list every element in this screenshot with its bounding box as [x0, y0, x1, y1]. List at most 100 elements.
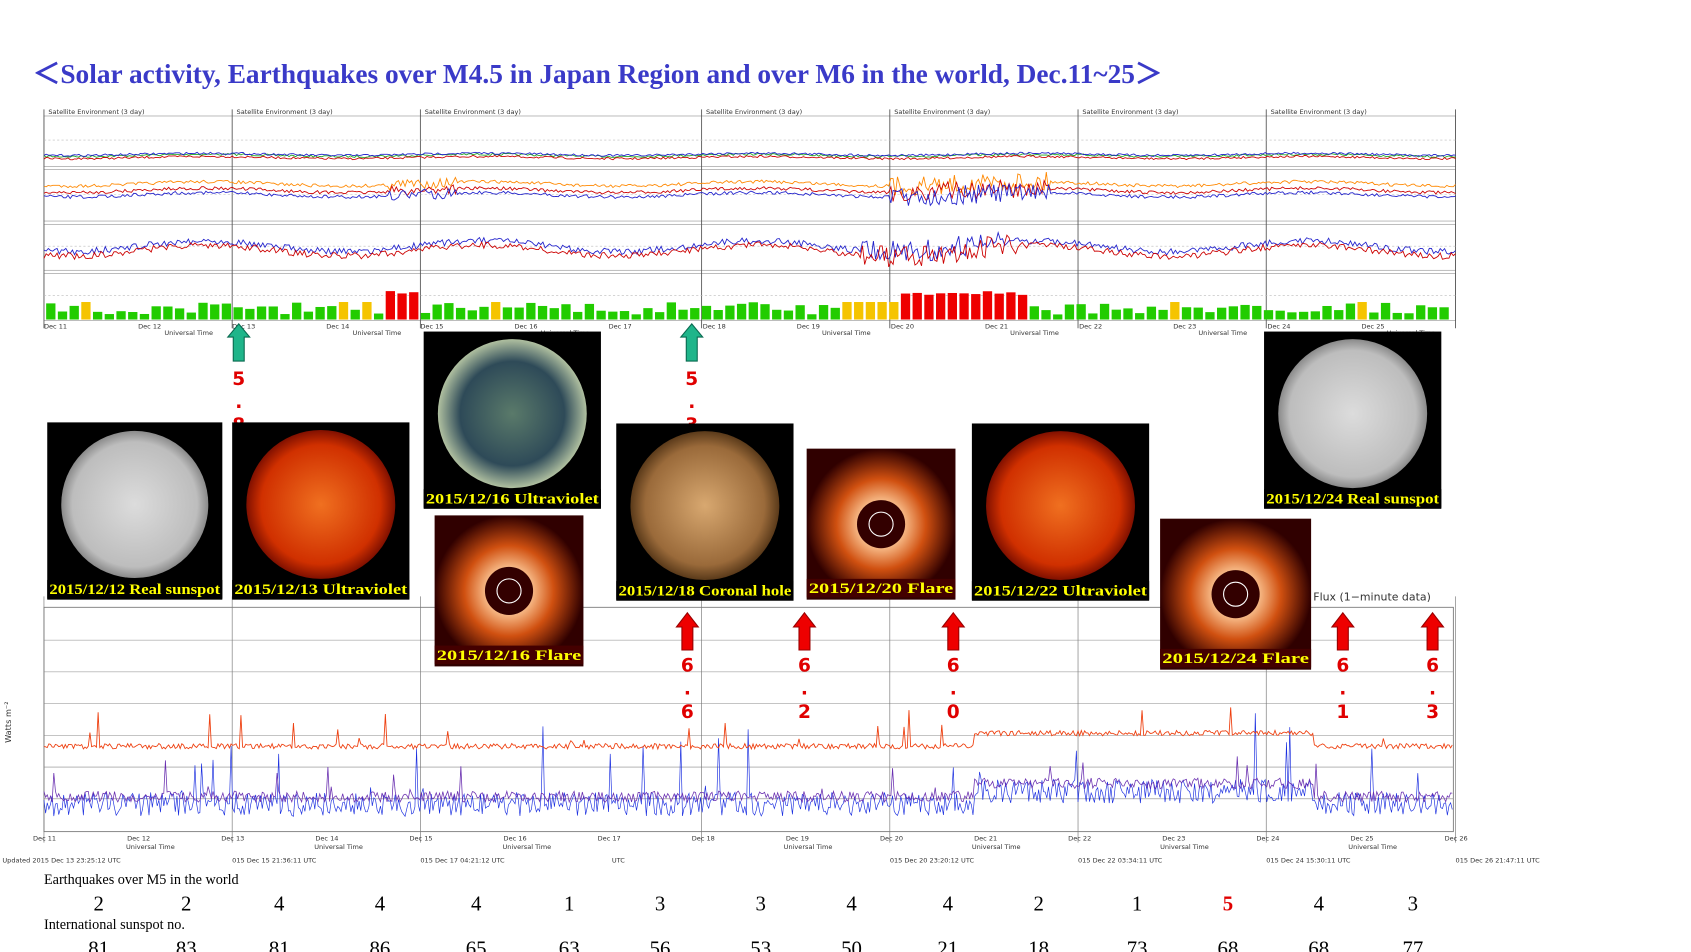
x-tick-label: Dec 13: [232, 322, 255, 330]
kp-bar: [912, 292, 922, 320]
kp-bar: [865, 302, 876, 320]
sun-disk: [246, 429, 396, 579]
kp-bar: [420, 312, 431, 320]
kp-bar: [643, 308, 653, 320]
plot-frame: [43, 169, 1456, 222]
arrow: [679, 323, 704, 362]
kp-bar: [338, 302, 349, 320]
photo: 2015/12/24 Real sunspot: [1264, 331, 1442, 509]
kp-bar: [432, 304, 442, 320]
kp-bar: [245, 308, 255, 320]
table-value: 86: [370, 937, 391, 952]
panel-title: Satellite Environment (3 day): [894, 108, 990, 116]
sun-disk: [1278, 339, 1428, 489]
photo: 2015/12/16 Flare: [434, 515, 584, 667]
kp-bar: [1380, 302, 1391, 320]
kp-bar: [373, 313, 384, 320]
kp-bar: [128, 312, 138, 320]
photo-caption: 2015/12/16 Flare: [437, 648, 582, 664]
page-title: ＜Solar activity, Earthquakes over M4.5 i…: [33, 59, 1162, 89]
kp-bar: [830, 307, 840, 320]
kp-bar: [385, 291, 395, 320]
panel-title: Satellite Environment (3 day): [48, 108, 144, 116]
kp-bar: [1158, 309, 1168, 320]
kp-bar: [889, 302, 899, 320]
x-tick-label: Dec 21: [985, 322, 1008, 330]
plot-texture: [43, 154, 1456, 161]
photo: 2015/12/20 Flare: [806, 448, 956, 600]
kp-bar: [631, 314, 641, 320]
plot-frame: [43, 223, 1456, 271]
axis-label: Universal Time: [502, 843, 551, 851]
photo: 2015/12/22 Ultraviolet: [971, 423, 1150, 601]
table-value: 50: [841, 937, 862, 952]
table-value: 21: [937, 937, 958, 952]
kp-bar: [713, 310, 723, 320]
update-time: 015 Dec 17 04:21:12 UTC: [420, 856, 505, 864]
kp-bar: [748, 302, 758, 320]
kp-bar: [1369, 312, 1379, 320]
kp-bar: [268, 306, 278, 320]
kp-bar: [1170, 302, 1180, 320]
sun-outline: [868, 511, 894, 537]
kp-bar: [1322, 305, 1332, 320]
kp-bar: [104, 314, 114, 320]
update-time: 015 Dec 15 21:36:11 UTC: [232, 856, 317, 864]
kp-bar: [1041, 310, 1051, 320]
table-value: 65: [466, 937, 487, 952]
axis-label: Universal Time: [972, 843, 1021, 851]
sun-outline: [1223, 581, 1249, 607]
panel-title: Satellite Environment (3 day): [1271, 108, 1367, 116]
kp-bar: [1006, 292, 1016, 320]
caption-background: [616, 581, 794, 600]
photo-caption: 2015/12/20 Flare: [809, 581, 954, 597]
kp-bar: [163, 306, 173, 320]
kp-bar: [1064, 304, 1075, 320]
kp-bar: [1357, 302, 1367, 320]
table-value: 63: [559, 937, 580, 952]
table-value: 83: [176, 937, 197, 952]
sun-disk: [437, 339, 587, 489]
x-tick-label: Dec 15: [420, 322, 443, 330]
kp-bar: [549, 308, 559, 320]
axis-label: Universal Time: [353, 329, 402, 337]
kp-bar: [1088, 313, 1098, 320]
photo-caption: 2015/12/18 Coronal hole: [618, 583, 791, 599]
table-value: 3: [655, 892, 665, 915]
kp-bar: [1334, 310, 1344, 320]
table-value: 56: [650, 937, 671, 952]
table-value: 4: [846, 892, 857, 915]
axis-label: Universal Time: [1348, 843, 1397, 851]
kp-bar: [526, 302, 536, 320]
update-time: Updated 2015 Dec 13 23:25:12 UTC: [2, 856, 121, 864]
photo-caption: 2015/12/24 Real sunspot: [1266, 491, 1439, 507]
kp-bar: [1310, 311, 1320, 320]
kp-bar: [210, 304, 220, 320]
kp-bar: [1275, 310, 1285, 320]
kp-bar: [1111, 309, 1121, 320]
table-value: 3: [756, 892, 766, 915]
kp-bar: [1099, 303, 1110, 320]
axis-label: Universal Time: [164, 329, 213, 337]
kp-bar: [292, 302, 302, 320]
kp-bar: [994, 293, 1004, 320]
photo-caption: 2015/12/24 Flare: [1162, 651, 1309, 667]
sun-outline: [496, 578, 522, 604]
plot-texture: [43, 713, 1453, 818]
x-tick-label: Dec 19: [786, 834, 809, 842]
kp-bar: [924, 294, 934, 320]
x-tick-label: Dec 14: [315, 834, 338, 842]
kp-bar: [198, 302, 208, 320]
x-tick-label: Dec 12: [127, 834, 150, 842]
kp-bar: [654, 312, 665, 320]
x-tick-label: Dec 13: [221, 834, 244, 842]
kp-bar: [537, 305, 548, 320]
kp-bar: [725, 305, 735, 320]
arrow: [1330, 611, 1355, 651]
kp-bar: [1298, 311, 1309, 320]
caption-background: [423, 489, 601, 508]
kp-bar: [57, 311, 68, 320]
x-tick-label: Dec 17: [598, 834, 621, 842]
axis-label: Universal Time: [1010, 329, 1059, 337]
